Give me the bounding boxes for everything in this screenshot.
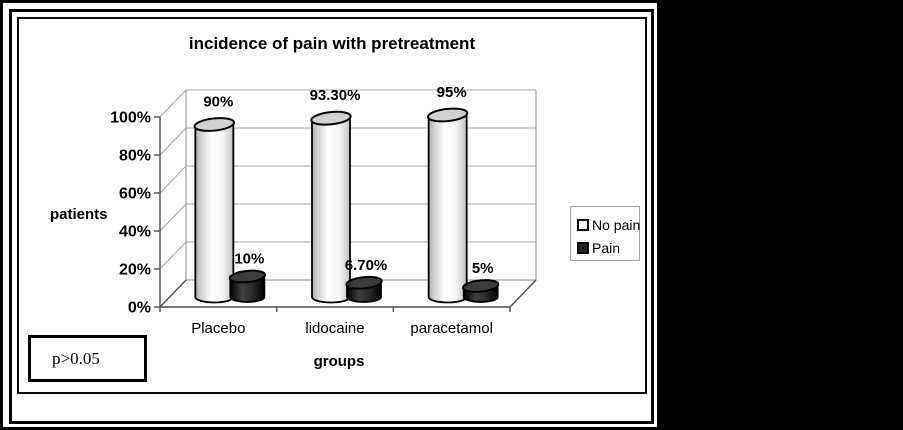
chart-title: incidence of pain with pretreatment — [188, 34, 476, 53]
p-value-text: p>0.05 — [52, 348, 100, 368]
y-axis-title: patients — [50, 206, 108, 223]
legend: No pain Pain — [570, 206, 640, 261]
pain-swatch-icon — [577, 241, 589, 254]
no-pain-swatch-icon — [577, 218, 589, 231]
p-value-box: p>0.05 — [28, 335, 147, 382]
chart-border — [17, 17, 647, 394]
legend-item-pain: Pain — [577, 236, 639, 259]
page-background: incidence of pain with pretreatment pati… — [3, 3, 657, 427]
legend-label-no-pain: No pain — [592, 216, 641, 233]
x-axis-title: groups — [313, 353, 365, 370]
legend-label-pain: Pain — [592, 239, 621, 256]
legend-item-no-pain: No pain — [577, 213, 641, 236]
outer-border — [9, 9, 654, 424]
